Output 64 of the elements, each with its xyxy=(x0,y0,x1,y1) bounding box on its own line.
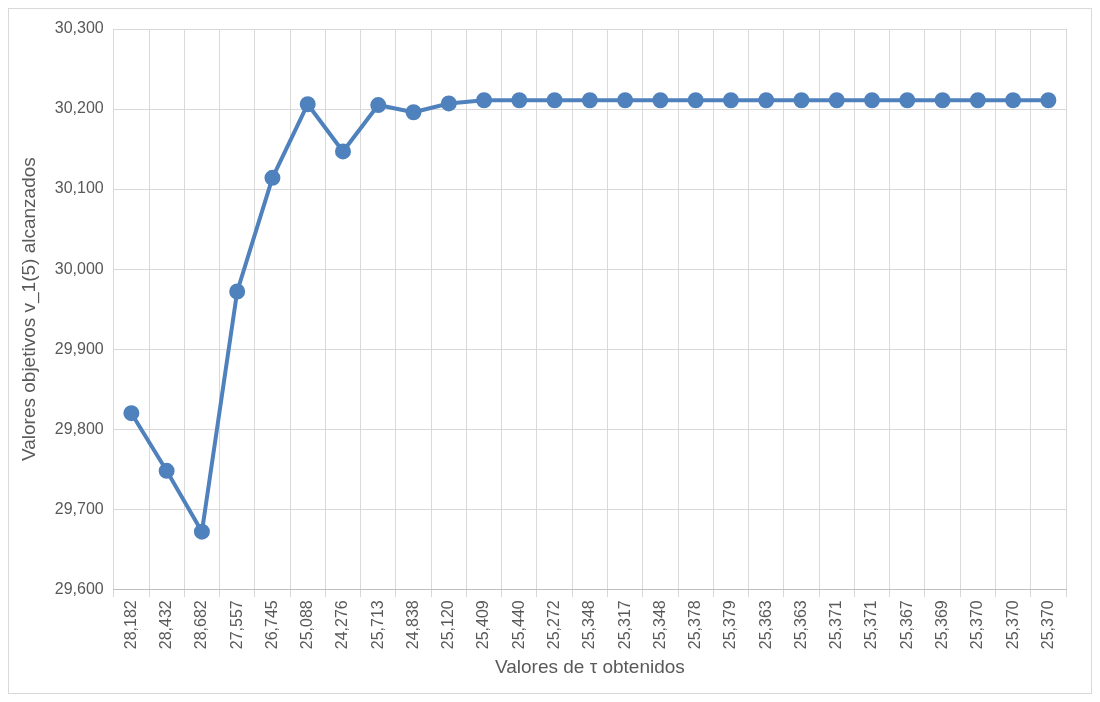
x-tick-label: 28,182 xyxy=(121,600,139,650)
x-tick-label: 25,370 xyxy=(1038,600,1056,650)
point xyxy=(476,92,493,109)
x-tick-label: 25,363 xyxy=(791,600,809,650)
y-tick-label: 29,900 xyxy=(54,339,104,357)
y-tick-label: 30,000 xyxy=(54,259,104,277)
point xyxy=(334,143,351,160)
point xyxy=(405,104,422,121)
point xyxy=(899,92,916,109)
y-axis-title: Valores objetivos v_1(5) alcanzados xyxy=(17,157,40,462)
point xyxy=(158,462,175,479)
x-tick-label: 25,370 xyxy=(968,600,986,650)
point xyxy=(969,92,986,109)
point xyxy=(1005,92,1022,109)
x-tick-label: 25,409 xyxy=(474,600,492,650)
x-tick-label: 25,120 xyxy=(439,600,457,650)
x-tick-label: 25,371 xyxy=(827,600,845,650)
y-tick-label: 30,300 xyxy=(54,19,104,37)
x-tick-label: 25,378 xyxy=(686,600,704,650)
point xyxy=(370,97,387,114)
point xyxy=(440,95,457,112)
x-tick-label: 28,682 xyxy=(192,600,210,650)
point xyxy=(546,92,563,109)
point xyxy=(687,92,704,109)
x-tick-label: 25,369 xyxy=(932,600,950,650)
point xyxy=(793,92,810,109)
x-tick-label: 25,272 xyxy=(545,600,563,650)
x-tick-label: 24,276 xyxy=(333,600,351,650)
point xyxy=(934,92,951,109)
x-tick-label: 25,440 xyxy=(509,600,527,650)
x-tick-label: 26,745 xyxy=(262,600,280,650)
y-tick-label: 29,600 xyxy=(54,579,104,597)
x-tick-label: 25,363 xyxy=(756,600,774,650)
x-tick-label: 28,432 xyxy=(157,600,175,650)
y-tick-label: 30,200 xyxy=(54,99,104,117)
point xyxy=(722,92,739,109)
point xyxy=(617,92,634,109)
y-tick-label: 30,100 xyxy=(54,179,104,197)
x-tick-label: 25,317 xyxy=(615,600,633,650)
x-tick-label: 25,367 xyxy=(897,600,915,650)
x-tick-label: 25,370 xyxy=(1003,600,1021,650)
y-tick-label: 29,700 xyxy=(54,499,104,517)
point xyxy=(123,405,140,422)
point xyxy=(828,92,845,109)
point xyxy=(864,92,881,109)
x-tick-label: 25,088 xyxy=(298,600,316,650)
point xyxy=(264,169,281,186)
point xyxy=(299,96,316,113)
point xyxy=(511,92,528,109)
x-tick-label: 25,371 xyxy=(862,600,880,650)
x-tick-label: 25,348 xyxy=(650,600,668,650)
x-tick-label: 25,713 xyxy=(368,600,386,650)
x-axis-title: Valores de τ obtenidos xyxy=(494,655,685,677)
point xyxy=(581,92,598,109)
x-tick-label: 24,838 xyxy=(403,600,421,650)
point xyxy=(652,92,669,109)
point xyxy=(1040,92,1057,109)
x-tick-label: 25,379 xyxy=(721,600,739,650)
point xyxy=(758,92,775,109)
x-tick-label: 27,557 xyxy=(227,600,245,650)
point xyxy=(193,523,210,540)
point xyxy=(229,283,246,300)
y-tick-label: 29,800 xyxy=(54,419,104,437)
x-tick-label: 25,348 xyxy=(580,600,598,650)
